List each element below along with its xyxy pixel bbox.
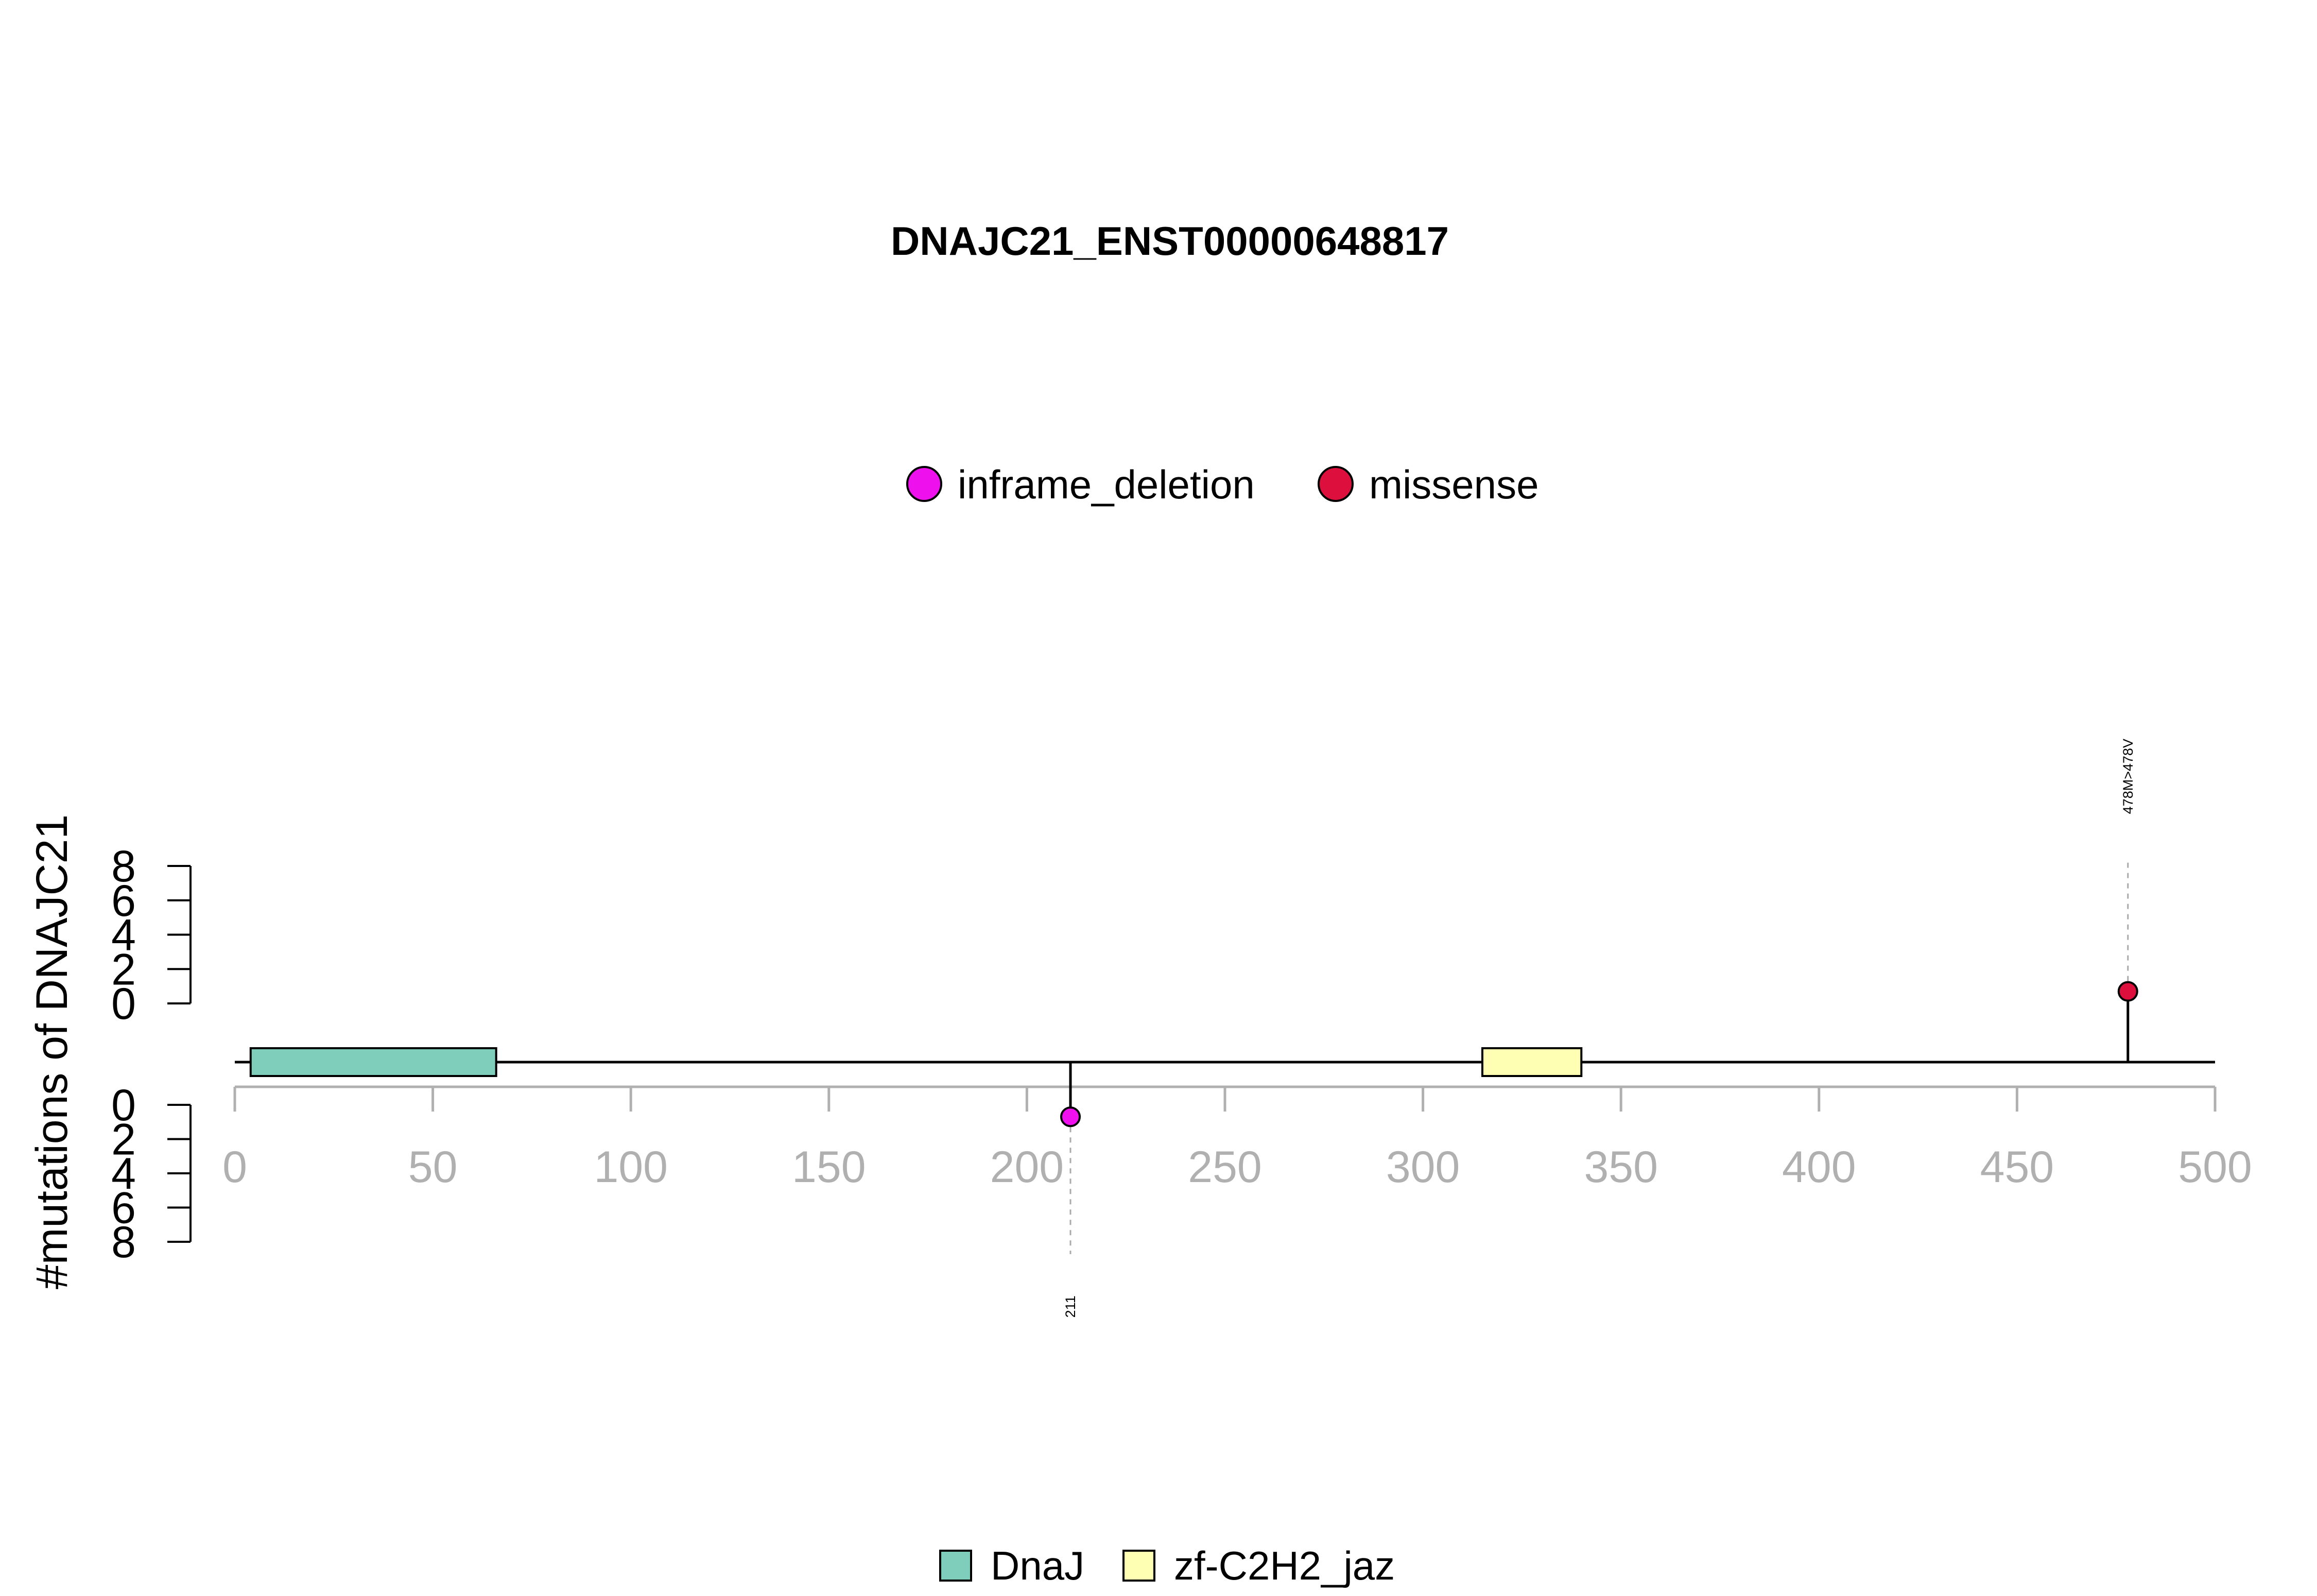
x-tick-label: 200: [990, 1142, 1064, 1192]
legend-marker-inframe_deletion: [906, 466, 942, 502]
mutation-layer: 211 478M>478V: [1060, 739, 2138, 1318]
y-tick-label-top: 0: [111, 979, 136, 1029]
x-tick-label: 350: [1584, 1142, 1658, 1192]
legend-swatch-DnaJ: [939, 1550, 972, 1582]
legend-label-DnaJ: DnaJ: [991, 1543, 1084, 1588]
mutation-point-inframe_deletion: [1060, 1106, 1081, 1127]
y-tick-label-top: 8: [111, 842, 136, 891]
x-tick-label: 300: [1386, 1142, 1460, 1192]
x-tick-label: 450: [1980, 1142, 2054, 1192]
domain-DnaJ: [249, 1047, 497, 1077]
chart-title: DNAJC21_ENST00000648817: [891, 218, 1449, 264]
x-tick-label: 400: [1782, 1142, 1856, 1192]
legend-swatch-zf-C2H2_jaz: [1122, 1550, 1155, 1582]
y-tick-label-bottom: 6: [111, 1184, 136, 1233]
mutation-label: 211: [1063, 1295, 1078, 1317]
mutation-label: 478M>478V: [2120, 739, 2136, 814]
x-tick-label: 100: [594, 1142, 668, 1192]
x-tick-label: 250: [1188, 1142, 1262, 1192]
x-axis: 0 50 100 150 200 250 300 350 400 450 500: [222, 1085, 2252, 1192]
x-tick-label: 150: [792, 1142, 866, 1192]
legend-label-zf-C2H2_jaz: zf-C2H2_jaz: [1174, 1543, 1395, 1588]
y-tick-label-bottom: 0: [111, 1081, 136, 1130]
y-tick-label-top: 2: [111, 945, 136, 994]
y-axis-title: #mutations of DNAJC21: [27, 814, 77, 1290]
legend-label-inframe_deletion: inframe_deletion: [958, 462, 1255, 507]
mutation-point-missense: [2117, 981, 2138, 1002]
x-tick-label: 0: [222, 1142, 247, 1192]
x-tick-label: 50: [408, 1142, 458, 1192]
legend-label-missense: missense: [1369, 462, 1538, 507]
y-tick-label-bottom: 2: [111, 1115, 136, 1165]
y-tick-label-bottom: 4: [111, 1149, 136, 1199]
mutation-type-legend: inframe_deletion missense: [906, 462, 1538, 507]
y-tick-label-bottom: 8: [111, 1218, 136, 1267]
y-tick-label-top: 4: [111, 911, 136, 960]
domain-legend: DnaJ zf-C2H2_jaz: [939, 1543, 1395, 1588]
domain-layer: [249, 1047, 1583, 1077]
domain-zf-C2H2_jaz: [1481, 1047, 1583, 1077]
legend-marker-missense: [1318, 466, 1354, 502]
x-tick-label: 500: [2178, 1142, 2252, 1192]
y-tick-label-top: 6: [111, 876, 136, 926]
